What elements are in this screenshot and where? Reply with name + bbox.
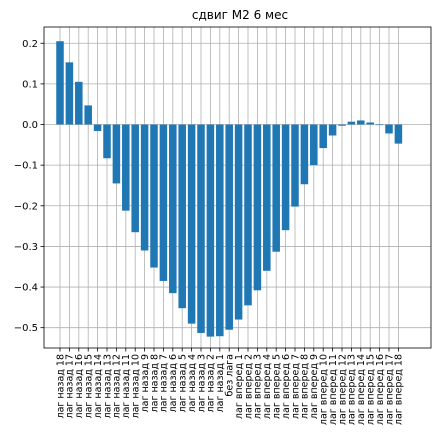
x-tick-label: лаг назад 10: [131, 354, 142, 419]
x-tick-label: лаг вперед 11: [328, 354, 339, 425]
x-tick-label: лаг вперед 18: [394, 354, 405, 425]
bar-25: [281, 124, 290, 231]
x-tick-label: лаг вперед 9: [309, 354, 320, 419]
bar-4: [84, 105, 92, 125]
x-tick-label: лаг вперед 8: [300, 354, 311, 419]
bar-1: [56, 41, 64, 125]
x-tick-label: лаг вперед 7: [290, 354, 301, 419]
x-tick-label: лаг назад 2: [206, 354, 217, 412]
bar-9: [131, 124, 139, 233]
x-tick-label: лаг вперед 2: [243, 354, 254, 419]
x-tick-label: лаг вперед 14: [356, 354, 367, 425]
bar-31: [338, 124, 346, 126]
x-tick-label: лаг назад 3: [196, 354, 207, 412]
x-tick-label: лаг вперед 6: [281, 354, 292, 419]
x-tick-label: лаг назад 14: [93, 354, 104, 419]
x-tick-label: лаг назад 1: [215, 354, 226, 412]
x-tick-label: лаг вперед 3: [253, 354, 264, 419]
bar-11: [150, 124, 158, 268]
bar-30: [328, 124, 337, 136]
x-tick-label: лаг вперед 4: [262, 354, 273, 419]
x-tick-label: лаг назад 13: [102, 354, 113, 419]
bar-24: [272, 124, 280, 252]
bar-34: [366, 122, 374, 125]
bar-32: [347, 121, 356, 125]
bar-28: [310, 124, 318, 166]
x-tick-label: лаг назад 18: [55, 354, 66, 419]
bar-5: [93, 124, 102, 132]
y-tick-label: −0.4: [14, 283, 38, 294]
x-tick-label: без лага: [225, 354, 236, 396]
y-tick-label: 0.1: [22, 79, 38, 90]
x-tick-label: лаг вперед 13: [347, 354, 358, 425]
bar-33: [357, 120, 365, 125]
bar-13: [169, 124, 177, 294]
bar-12: [159, 124, 168, 281]
x-tick-label: лаг вперед 1: [234, 354, 245, 419]
bar-20: [234, 124, 243, 320]
bar-2: [65, 62, 74, 125]
x-tick-label: лаг назад 17: [65, 354, 76, 419]
y-axis-ticks: −0.5 −0.4 −0.3 −0.2 −0.1 0.0 0.1 0.2: [14, 39, 44, 334]
bar-21: [244, 124, 252, 306]
bar-14: [178, 124, 186, 309]
x-tick-label: лаг вперед 5: [272, 354, 283, 419]
y-tick-label: 0.0: [22, 120, 38, 131]
x-tick-label: лаг вперед 15: [366, 354, 377, 425]
x-tick-label: лаг назад 8: [149, 354, 160, 412]
bar-6: [103, 124, 111, 159]
x-tick-label: лаг назад 7: [159, 354, 170, 412]
bar-3: [75, 81, 83, 125]
bar-10: [140, 124, 149, 251]
x-tick-label: лаг назад 6: [168, 354, 179, 412]
y-tick-label: −0.2: [14, 201, 38, 212]
bar-35: [375, 124, 384, 126]
bar-16: [197, 124, 205, 333]
x-tick-label: лаг назад 9: [140, 354, 151, 412]
bars: [56, 41, 403, 337]
x-tick-label: лаг вперед 12: [337, 354, 348, 425]
x-tick-label: лаг назад 4: [187, 354, 198, 412]
x-tick-label: лаг назад 12: [112, 354, 123, 419]
x-tick-label: лаг вперед 17: [384, 354, 395, 425]
bar-18: [216, 124, 224, 337]
bar-26: [291, 124, 299, 207]
x-tick-label: лаг назад 11: [121, 354, 132, 419]
bar-15: [187, 124, 196, 324]
x-tick-label: лаг вперед 16: [375, 354, 386, 425]
y-tick-label: −0.1: [14, 161, 38, 172]
bar-37: [394, 124, 403, 144]
y-tick-label: −0.3: [14, 242, 38, 253]
x-tick-label: лаг назад 5: [178, 354, 189, 412]
bar-27: [300, 124, 309, 185]
bar-23: [263, 124, 271, 271]
bar-7: [112, 124, 121, 184]
bar-29: [319, 124, 327, 149]
x-tick-label: лаг назад 16: [74, 354, 85, 419]
chart-title: сдвиг М2 6 мес: [192, 8, 288, 22]
y-tick-label: −0.5: [14, 323, 38, 334]
bar-17: [206, 124, 215, 337]
bar-19: [225, 124, 233, 330]
bar-22: [253, 124, 262, 291]
x-tick-label: лаг вперед 10: [319, 354, 330, 425]
x-tick-label: лаг назад 15: [84, 354, 95, 419]
bar-36: [385, 124, 393, 134]
bar-8: [122, 124, 130, 211]
plot-frame: [43, 26, 432, 349]
y-tick-label: 0.2: [22, 39, 38, 50]
